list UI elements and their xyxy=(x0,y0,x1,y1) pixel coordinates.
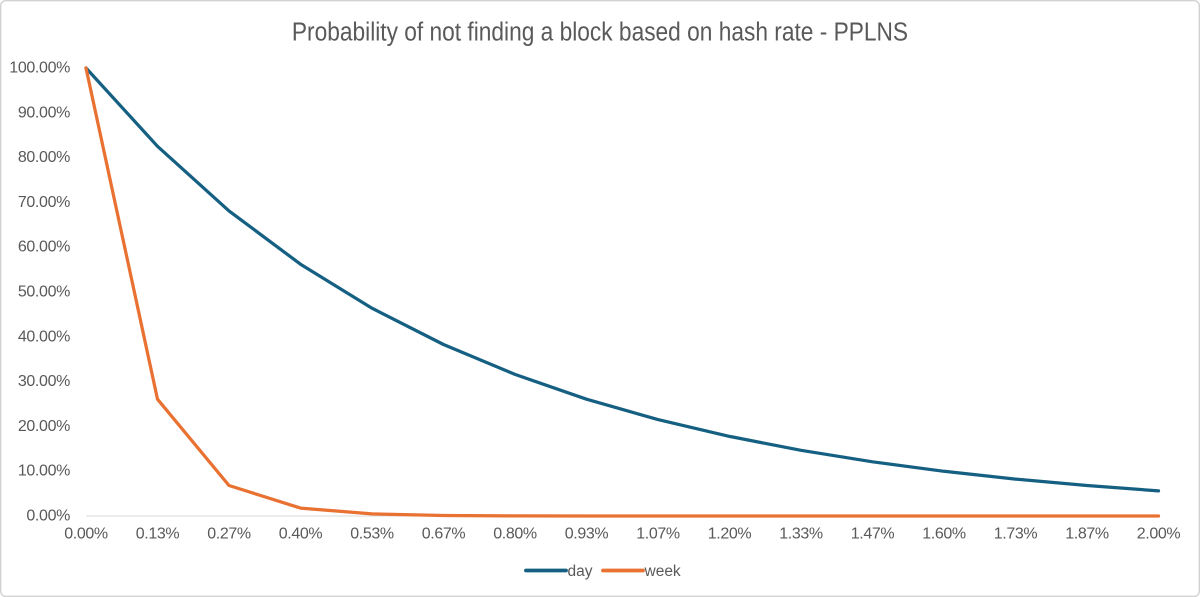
svg-text:1.87%: 1.87% xyxy=(1065,526,1109,543)
svg-text:30.00%: 30.00% xyxy=(18,373,70,390)
svg-text:80.00%: 80.00% xyxy=(18,149,70,166)
svg-text:1.73%: 1.73% xyxy=(994,526,1038,543)
svg-text:2.00%: 2.00% xyxy=(1137,526,1181,543)
svg-text:0.00%: 0.00% xyxy=(64,526,108,543)
svg-text:0.93%: 0.93% xyxy=(565,526,609,543)
svg-text:day: day xyxy=(568,563,593,580)
svg-text:1.20%: 1.20% xyxy=(708,526,752,543)
svg-text:0.67%: 0.67% xyxy=(422,526,466,543)
svg-text:40.00%: 40.00% xyxy=(18,328,70,345)
svg-text:70.00%: 70.00% xyxy=(18,194,70,211)
svg-text:0.40%: 0.40% xyxy=(279,526,323,543)
svg-text:week: week xyxy=(644,563,681,580)
svg-text:Probability of not finding a b: Probability of not finding a block based… xyxy=(292,18,908,47)
svg-text:1.33%: 1.33% xyxy=(779,526,823,543)
svg-text:1.60%: 1.60% xyxy=(922,526,966,543)
svg-text:0.53%: 0.53% xyxy=(350,526,394,543)
svg-text:60.00%: 60.00% xyxy=(18,239,70,256)
svg-text:10.00%: 10.00% xyxy=(18,463,70,480)
svg-text:90.00%: 90.00% xyxy=(18,104,70,121)
svg-text:100.00%: 100.00% xyxy=(9,60,70,77)
svg-text:1.47%: 1.47% xyxy=(851,526,895,543)
svg-text:0.80%: 0.80% xyxy=(493,526,537,543)
svg-text:1.07%: 1.07% xyxy=(636,526,680,543)
svg-text:0.13%: 0.13% xyxy=(136,526,180,543)
svg-text:20.00%: 20.00% xyxy=(18,418,70,435)
svg-text:0.27%: 0.27% xyxy=(207,526,251,543)
svg-text:0.00%: 0.00% xyxy=(26,508,70,525)
svg-text:50.00%: 50.00% xyxy=(18,284,70,301)
